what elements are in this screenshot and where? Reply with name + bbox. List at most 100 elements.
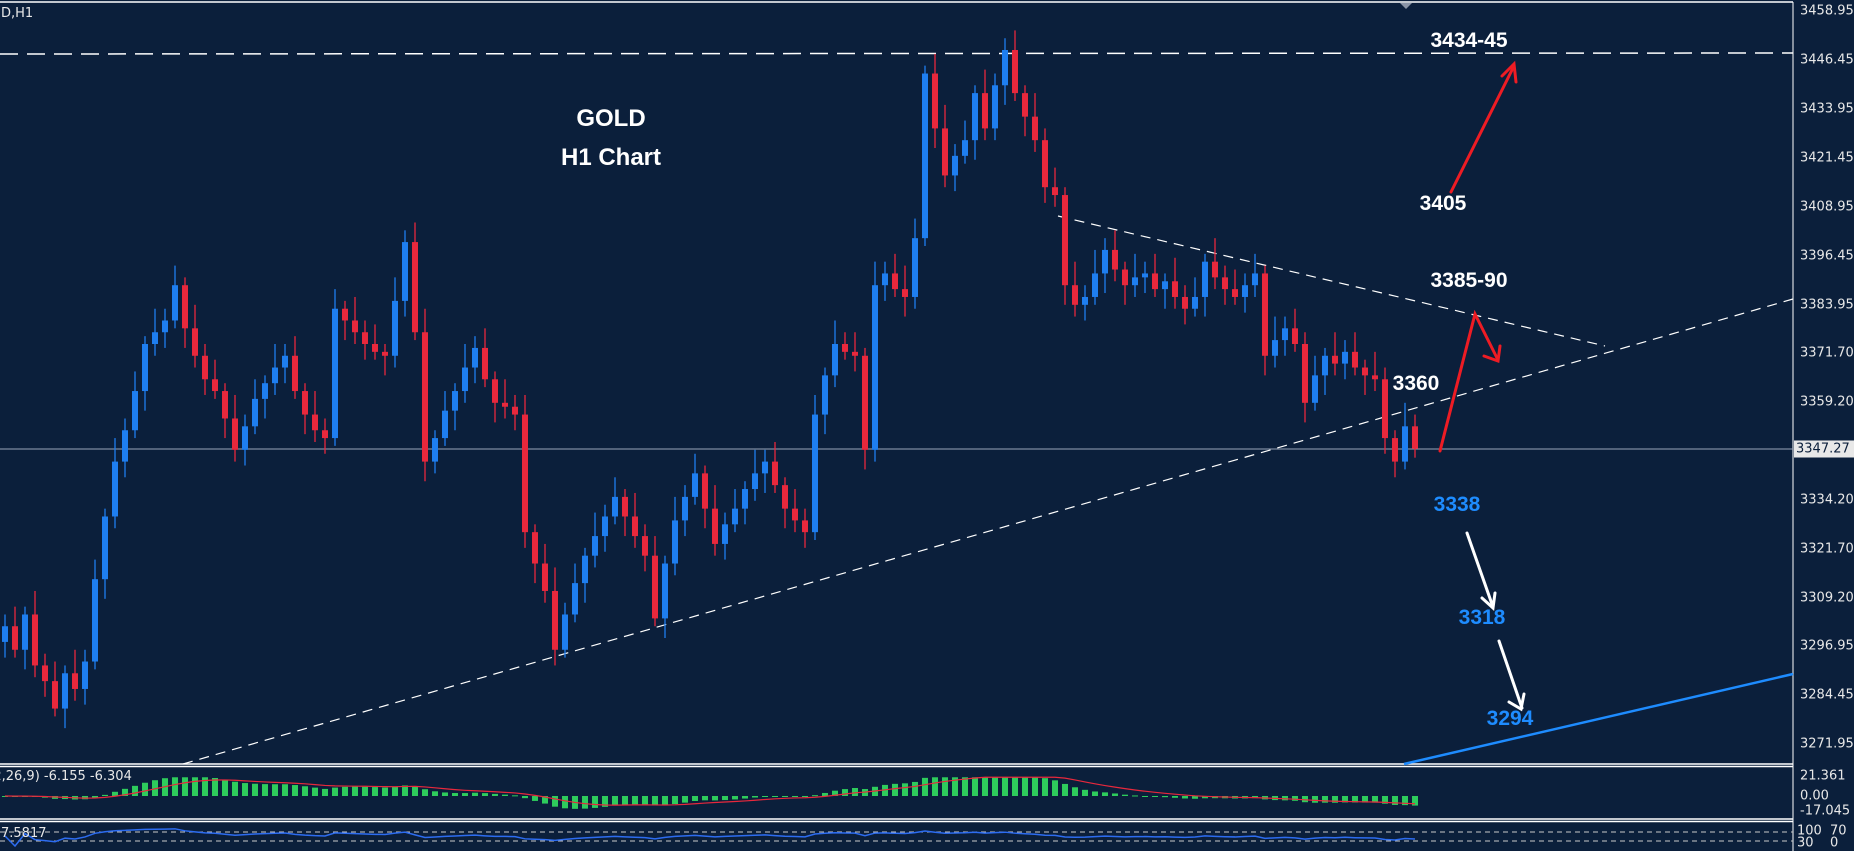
macd-bar [1072, 787, 1078, 796]
candle [562, 602, 568, 658]
candle [462, 344, 468, 403]
candle-body [852, 351, 858, 356]
macd-bar [482, 793, 488, 796]
candle [1202, 253, 1208, 317]
candle-body [242, 426, 248, 450]
resistance-line-3446[interactable] [0, 52, 1794, 55]
current-price-tag: 3347.27 [1794, 440, 1854, 458]
macd-bar [152, 780, 158, 796]
candle-body [532, 532, 538, 564]
candle [332, 289, 338, 446]
macd-bar [742, 796, 748, 799]
descending-trendline[interactable] [1057, 215, 1606, 347]
ascending-trendline[interactable] [182, 298, 1794, 765]
macd-bar [252, 783, 258, 796]
macd-bar [1142, 796, 1148, 797]
candle [212, 359, 218, 399]
candle-body [1342, 351, 1348, 364]
label-3338: 3338 [1433, 493, 1481, 516]
macd-bar [412, 786, 418, 796]
candle [492, 371, 498, 423]
candle-body [1222, 277, 1228, 290]
macd-bar [452, 793, 458, 796]
red-arrow-up-target [1449, 64, 1516, 194]
candle [402, 230, 408, 317]
macd-bar [622, 796, 628, 805]
candle-body [482, 347, 488, 380]
macd-bar [632, 796, 638, 805]
candle-body [792, 508, 798, 521]
candle [1252, 253, 1258, 297]
candle [372, 324, 378, 360]
candle-body [1392, 438, 1398, 462]
candle [972, 85, 978, 160]
candle [182, 277, 188, 348]
macd-bar [172, 777, 178, 796]
candle-body [1162, 281, 1168, 290]
candle-body [962, 140, 968, 156]
macd-bar [242, 783, 248, 796]
macd-bar [902, 783, 908, 796]
candle [982, 69, 988, 141]
candle-body [152, 332, 158, 345]
candle-body [1072, 285, 1078, 305]
macd-bar [892, 783, 898, 796]
candle [672, 496, 678, 576]
chart-shift-marker-icon[interactable] [1400, 3, 1412, 9]
candle-body [512, 406, 518, 415]
macd-bar [802, 796, 808, 798]
candle [482, 328, 488, 388]
candle-body [1182, 296, 1188, 309]
candle [442, 391, 448, 446]
candle [902, 265, 908, 317]
macd-bar [982, 777, 988, 796]
candle-body [1042, 140, 1048, 188]
candle [282, 344, 288, 384]
macd-bar [652, 796, 658, 806]
macd-bar [1172, 796, 1178, 798]
candle [1212, 238, 1218, 290]
candles-group [2, 30, 1418, 729]
candle [72, 649, 78, 701]
price-axis-tick: 3271.95 [1800, 736, 1854, 752]
candle-body [1302, 344, 1308, 403]
macd-bar [592, 796, 598, 808]
rsi-indicator-label: 7.5817 [1, 826, 47, 841]
candle [1082, 285, 1088, 321]
label-3434-45: 3434-45 [1430, 29, 1508, 52]
macd-bar [1092, 791, 1098, 796]
macd-bar [852, 788, 858, 796]
candle [1052, 167, 1058, 207]
candle-body [132, 391, 138, 431]
candle-body [732, 508, 738, 525]
candle-body [782, 485, 788, 509]
candle-body [1112, 249, 1118, 270]
macd-bar [502, 794, 508, 796]
macd-bar [1102, 792, 1108, 796]
candle-body [1312, 375, 1318, 403]
candle [582, 547, 588, 603]
candle [1012, 30, 1018, 101]
candle-body [592, 536, 598, 556]
candle-body [412, 242, 418, 333]
candle [192, 304, 198, 368]
candle [1302, 332, 1308, 423]
candle-body [1252, 273, 1258, 286]
candle-body [2, 626, 8, 642]
candle [292, 336, 298, 399]
candle [1062, 187, 1068, 305]
candle [1112, 230, 1118, 282]
blue-support-trendline[interactable] [1403, 672, 1794, 766]
candle-body [822, 375, 828, 415]
macd-bar [1112, 793, 1118, 796]
candle-body [422, 332, 428, 462]
candle-body [992, 85, 998, 129]
macd-bar [322, 788, 328, 796]
candle-body [632, 516, 638, 537]
macd-bar [942, 777, 948, 796]
candle [842, 332, 848, 360]
candle-body [442, 410, 448, 439]
macd-bar [392, 786, 398, 796]
macd-bar [762, 796, 768, 797]
